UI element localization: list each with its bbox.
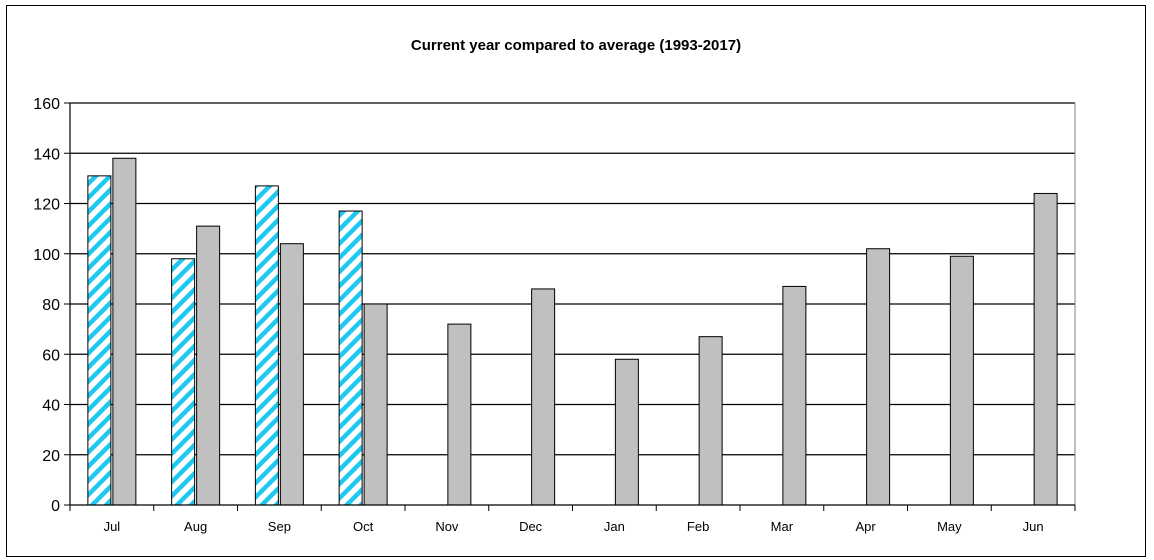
x-tick-label: Feb: [687, 519, 709, 534]
bar-average: [866, 248, 891, 506]
y-tick-label: 120: [33, 197, 60, 214]
y-tick-label: 80: [42, 297, 60, 314]
x-tick-label: Apr: [856, 519, 877, 534]
bar-average: [112, 157, 137, 506]
x-tick-label: Jul: [104, 519, 121, 534]
chart-title: Current year compared to average (1993-2…: [411, 37, 741, 54]
y-tick-label: 60: [42, 347, 60, 364]
x-tick-label: Mar: [771, 519, 794, 534]
y-tick-label: 160: [33, 96, 60, 113]
bar-average: [363, 303, 388, 506]
bar-average: [531, 288, 556, 506]
x-tick-label: May: [937, 519, 962, 534]
bar-average: [196, 225, 221, 506]
x-tick-label: Sep: [268, 519, 291, 534]
bar-current-year: [171, 258, 196, 506]
x-tick-label: Aug: [184, 519, 207, 534]
bar-average: [614, 358, 639, 506]
x-tick-label: Jan: [604, 519, 625, 534]
bar-average: [1033, 192, 1058, 506]
x-tick-label: Dec: [519, 519, 543, 534]
y-tick-label: 20: [42, 448, 60, 465]
bar-current-year: [87, 175, 112, 506]
y-tick-label: 140: [33, 146, 60, 163]
x-tick-label: Nov: [435, 519, 459, 534]
bar-current-year: [338, 210, 363, 506]
bar-current-year: [254, 185, 279, 506]
y-tick-label: 100: [33, 247, 60, 264]
bar-average: [447, 323, 472, 506]
y-tick-label: 0: [51, 498, 60, 515]
bar-average: [279, 243, 304, 506]
x-tick-label: Jun: [1023, 519, 1044, 534]
bar-average: [949, 255, 974, 506]
bar-average: [698, 336, 723, 506]
bar-average: [782, 285, 807, 506]
x-tick-label: Oct: [353, 519, 374, 534]
y-tick-label: 40: [42, 398, 60, 415]
